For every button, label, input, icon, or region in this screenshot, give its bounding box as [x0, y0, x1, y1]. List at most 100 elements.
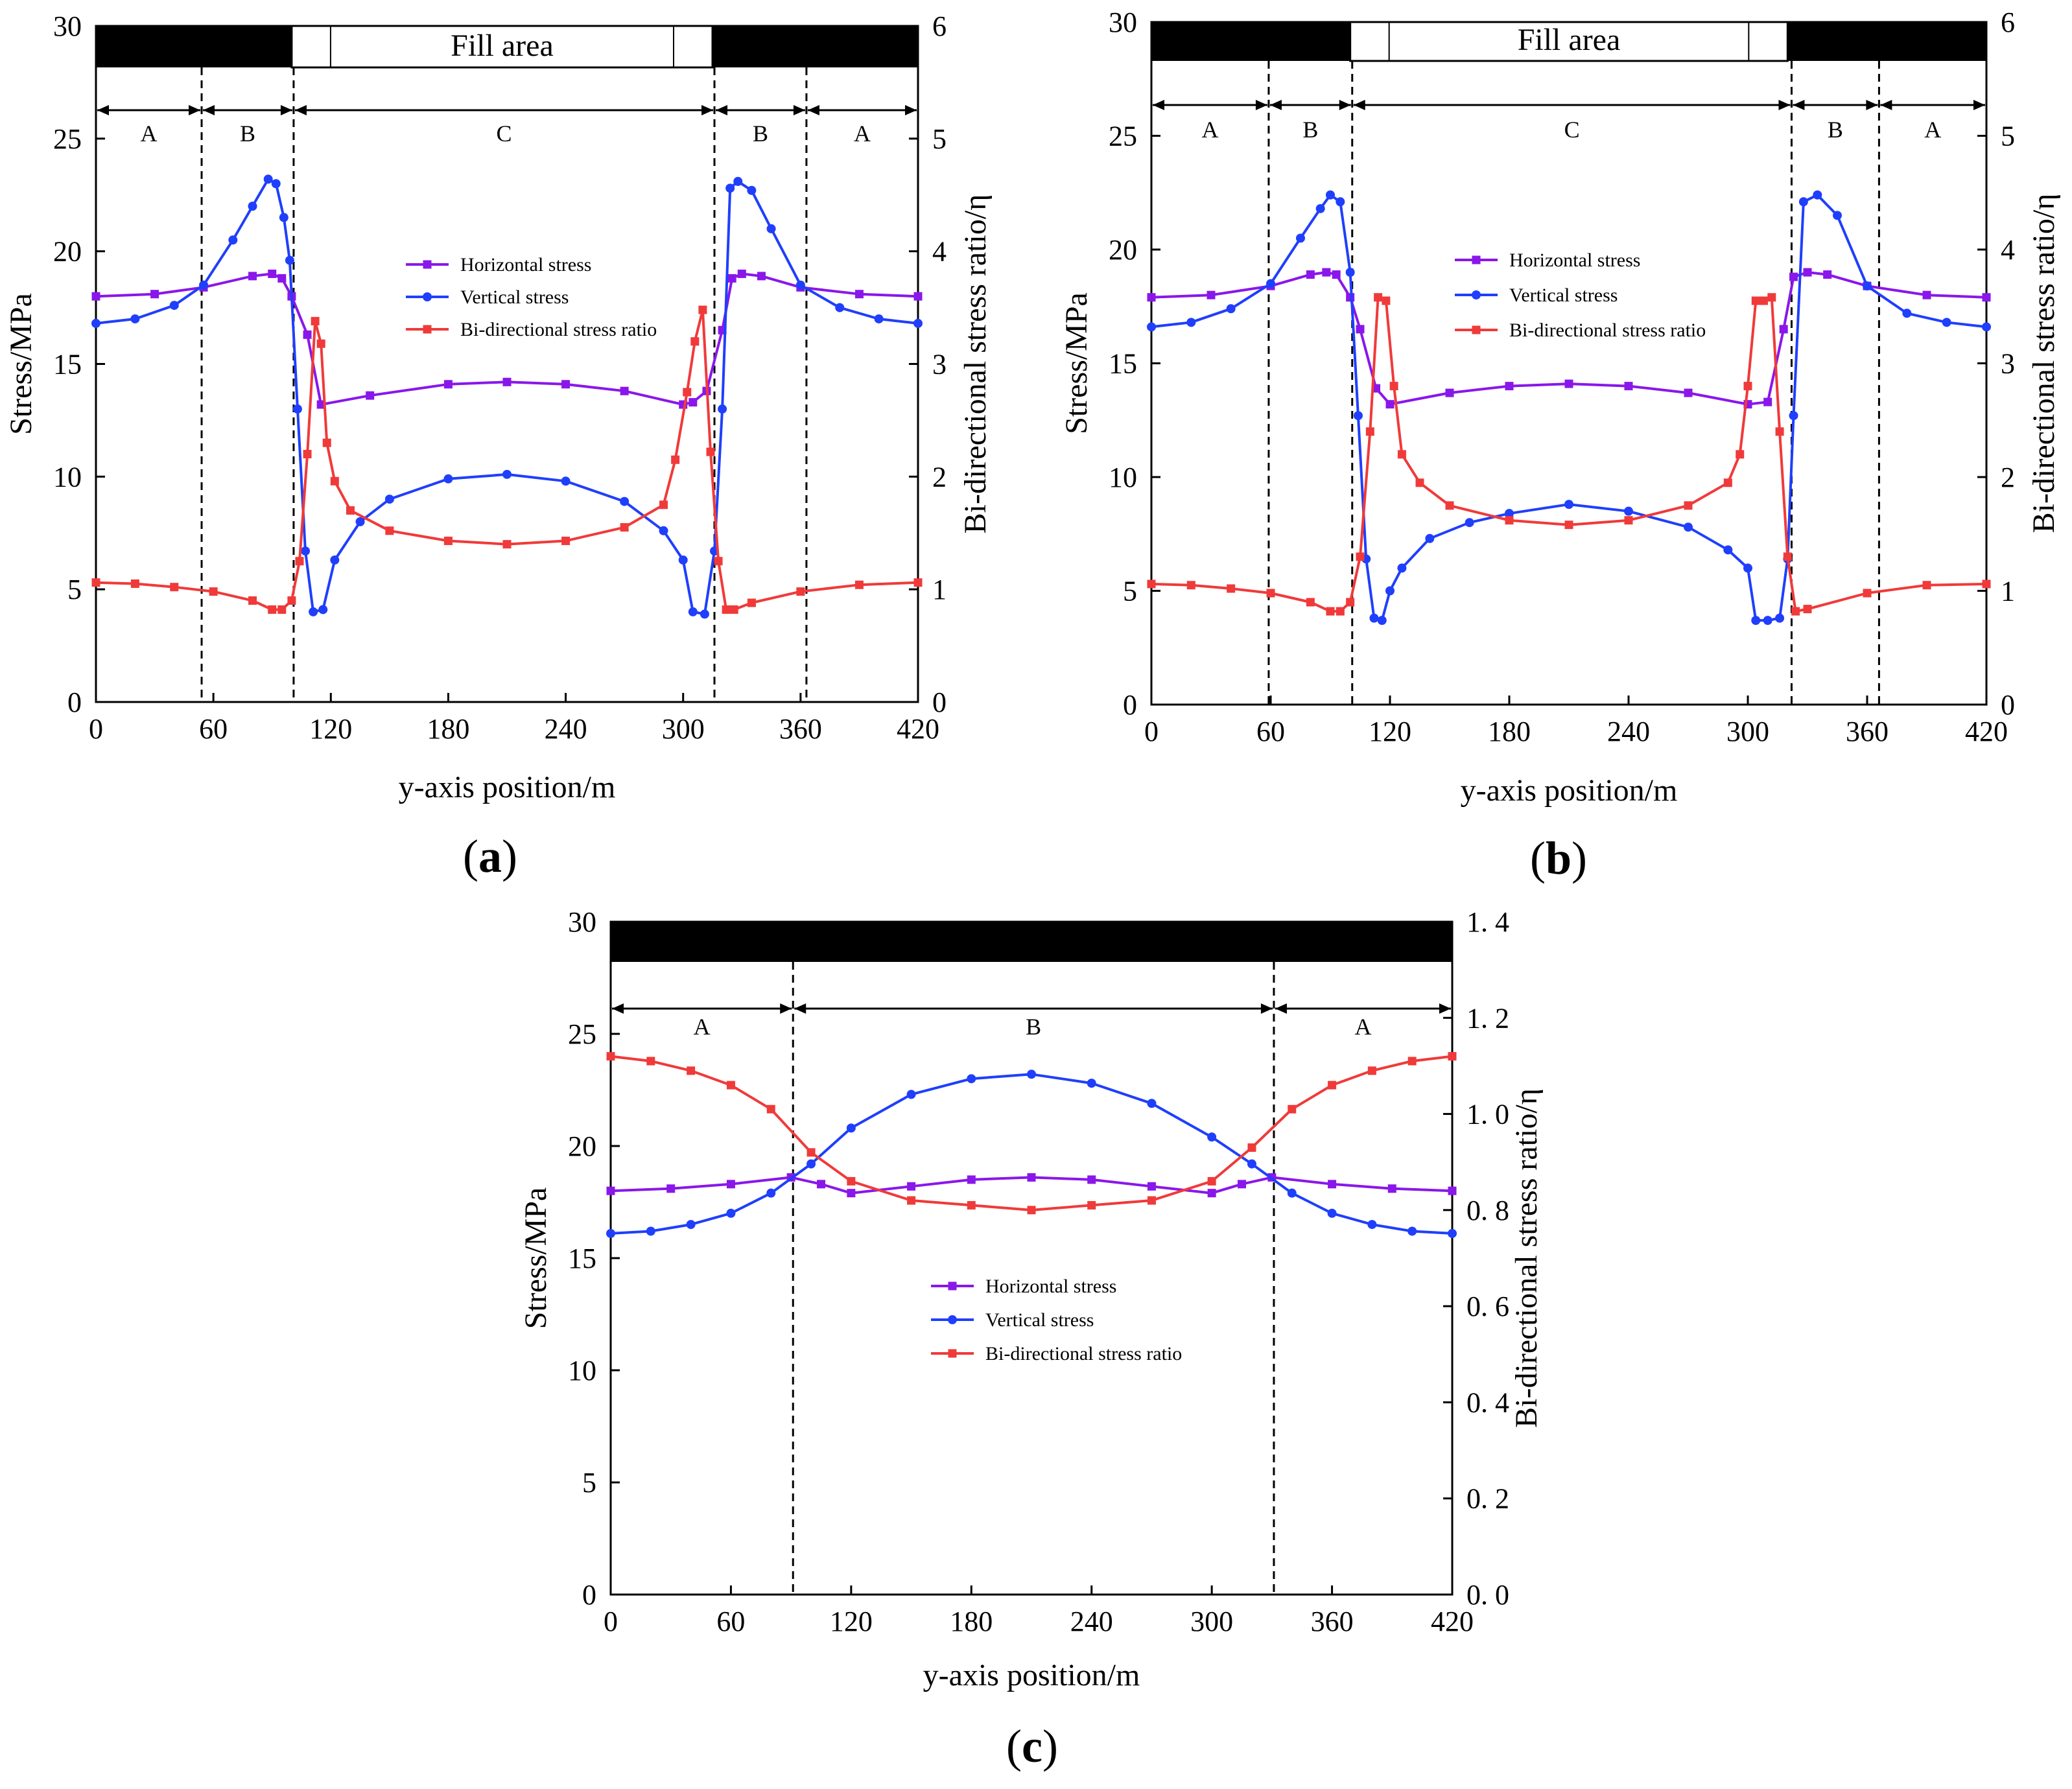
data-point: [561, 536, 571, 545]
legend-label: Horizontal stress: [1509, 250, 1640, 271]
y-tick-label: 25: [53, 123, 82, 155]
data-point: [1296, 233, 1305, 243]
data-point: [1982, 293, 1991, 302]
data-point: [1227, 584, 1236, 593]
y2-tick-label: 3: [932, 349, 947, 380]
data-point: [366, 391, 375, 400]
y2-tick-label: 0. 4: [1466, 1386, 1509, 1418]
data-point: [846, 1123, 856, 1133]
data-point: [854, 580, 864, 589]
data-point: [561, 380, 571, 389]
data-point: [1760, 296, 1769, 305]
data-point: [967, 1200, 976, 1210]
data-point: [757, 272, 766, 281]
zone-arrow-head: [1275, 1003, 1287, 1014]
data-point: [277, 274, 287, 283]
y-tick-label: 30: [53, 10, 82, 42]
data-point: [1445, 388, 1454, 397]
data-point: [1763, 397, 1772, 406]
x-tick-label: 120: [309, 713, 352, 745]
data-point: [1922, 290, 1931, 299]
data-point: [1564, 520, 1573, 530]
data-point: [1346, 598, 1355, 607]
series-ratio: [91, 305, 923, 614]
data-point: [1306, 598, 1315, 607]
data-point: [1186, 318, 1196, 327]
data-point: [279, 213, 288, 222]
zone-label: B: [1026, 1014, 1041, 1040]
mined-strip-left: [96, 26, 292, 67]
x-tick-label: 180: [950, 1606, 993, 1637]
data-point: [1147, 1099, 1157, 1108]
data-point: [1374, 293, 1383, 302]
data-point: [209, 587, 218, 596]
data-point: [1332, 270, 1341, 279]
zone-label: B: [240, 121, 255, 146]
fill-area-box: [290, 25, 714, 69]
zone-arrow-head: [280, 105, 292, 115]
series-line: [1151, 296, 1987, 613]
data-point: [1027, 1070, 1036, 1079]
data-point: [1505, 382, 1514, 391]
data-point: [687, 1066, 696, 1075]
fill-area-box: [1349, 21, 1789, 62]
data-point: [1207, 1132, 1217, 1142]
data-point: [1791, 607, 1800, 616]
data-point: [130, 314, 140, 323]
legend-marker: [423, 292, 432, 301]
data-point: [1226, 304, 1236, 314]
mined-strip: [611, 922, 1452, 962]
y2-tick-label: 0. 0: [1466, 1579, 1509, 1611]
x-tick-label: 300: [1726, 716, 1769, 747]
data-point: [714, 557, 723, 566]
data-point: [1942, 318, 1951, 327]
data-point: [1288, 1105, 1297, 1114]
data-point: [854, 290, 864, 299]
zone-arrow-head: [1439, 1003, 1451, 1014]
panel-label: (a): [463, 830, 517, 882]
y-tick-label: 15: [568, 1243, 596, 1274]
data-point: [1367, 1220, 1377, 1230]
zone-arrow-head: [189, 105, 201, 115]
y2-tick-label: 5: [2001, 121, 2015, 152]
data-point: [913, 318, 923, 328]
panel-label-paren: ): [1572, 832, 1587, 884]
data-point: [967, 1074, 976, 1084]
x-tick-label: 300: [1190, 1606, 1233, 1637]
data-point: [1238, 1180, 1246, 1189]
data-point: [346, 506, 355, 515]
x-tick-label: 300: [662, 713, 705, 745]
x-axis-label: y-axis position/m: [1461, 773, 1678, 808]
data-point: [311, 316, 320, 325]
x-axis-label: y-axis position/m: [399, 770, 616, 804]
data-point: [1397, 563, 1407, 573]
data-point: [1367, 1066, 1376, 1075]
zone-label: A: [694, 1014, 711, 1040]
data-point: [303, 450, 312, 459]
y2-tick-label: 5: [932, 123, 947, 155]
x-tick-label: 360: [1311, 1606, 1354, 1637]
data-point: [1266, 279, 1275, 288]
data-point: [1336, 197, 1345, 207]
data-point: [698, 305, 707, 314]
panel-label-paren: (: [1530, 832, 1546, 884]
fill-area-label: Fill area: [451, 29, 554, 63]
legend-marker: [948, 1349, 957, 1358]
zone-arrow-head: [612, 1003, 624, 1014]
data-point: [1863, 589, 1872, 598]
data-point: [443, 474, 453, 484]
data-point: [1751, 616, 1761, 626]
data-point: [1207, 1189, 1216, 1198]
zone-arrow-head: [1260, 1003, 1273, 1014]
y-axis-label: Stress/MPa: [4, 293, 38, 435]
y2-tick-label: 0. 2: [1466, 1483, 1509, 1515]
data-point: [322, 438, 331, 447]
data-point: [1982, 322, 1991, 332]
zone-arrow-head: [97, 105, 109, 115]
data-point: [874, 314, 884, 323]
y-tick-label: 20: [1109, 234, 1137, 266]
data-point: [1365, 427, 1374, 436]
y-axis-label: Stress/MPa: [1059, 292, 1094, 434]
data-point: [620, 386, 629, 395]
